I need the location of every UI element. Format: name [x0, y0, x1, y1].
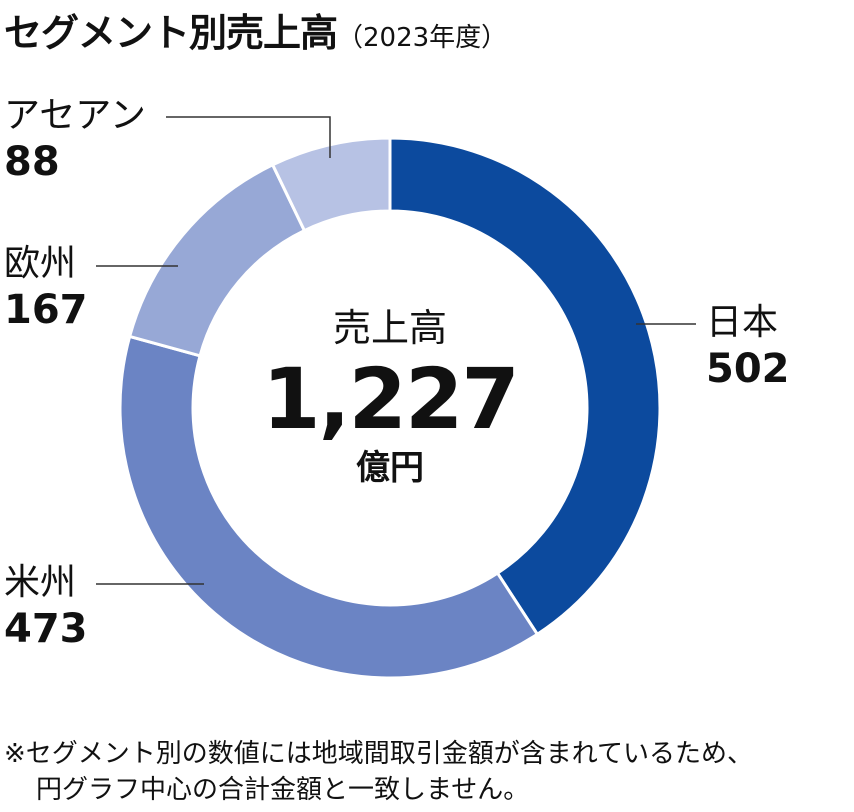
label-japan-value: 502: [706, 346, 790, 392]
footnote: ※セグメント別の数値には地域間取引金額が含まれているため、 円グラフ中心の合計金…: [4, 736, 753, 808]
footnote-line-1: ※セグメント別の数値には地域間取引金額が含まれているため、: [4, 739, 754, 769]
donut-center: 売上高 1,227 億円: [240, 305, 540, 489]
label-asean: アセアン 88: [4, 94, 146, 186]
donut-slice-asean: [270, 136, 392, 233]
footnote-line-2: 円グラフ中心の合計金額と一致しません。: [36, 775, 530, 805]
label-asean-value: 88: [4, 139, 60, 185]
label-europe-value: 167: [4, 287, 88, 333]
label-americas-value: 473: [4, 606, 88, 652]
center-label: 売上高: [332, 306, 447, 350]
chart-title-main: セグメント別売上高: [4, 11, 338, 55]
center-unit: 億円: [356, 448, 424, 488]
leader-line-asean: [166, 116, 331, 158]
chart-title: セグメント別売上高（2023年度）: [4, 2, 507, 57]
label-japan: 日本 502: [706, 301, 790, 393]
label-europe: 欧州 167: [4, 242, 88, 334]
label-asean-name: アセアン: [4, 95, 146, 136]
label-europe-name: 欧州: [4, 243, 77, 284]
label-japan-name: 日本: [706, 302, 779, 343]
chart-title-subtitle: （2023年度）: [337, 23, 508, 53]
label-americas-name: 米州: [4, 562, 77, 603]
donut-slice-americas: [118, 334, 540, 680]
donut-slice-japan: [388, 136, 662, 637]
label-americas: 米州 473: [4, 561, 88, 653]
center-total: 1,227: [262, 350, 520, 448]
